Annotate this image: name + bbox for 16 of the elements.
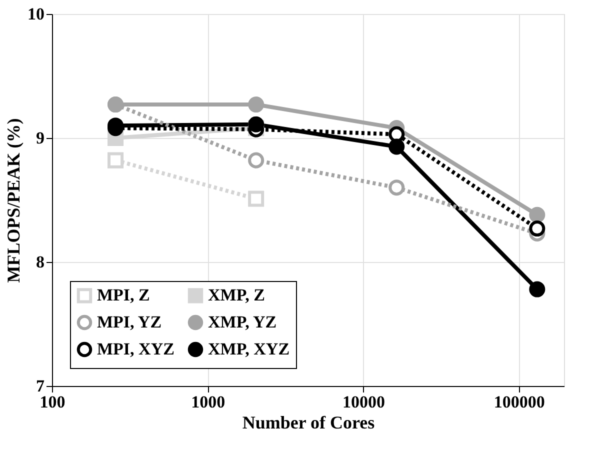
y-tick-label: 10 <box>28 4 44 24</box>
y-tick-label: 7 <box>36 376 45 396</box>
x-axis-title: Number of Cores <box>242 412 375 432</box>
y-tick-label: 9 <box>36 128 44 148</box>
legend-label: XMP, YZ <box>208 312 277 332</box>
x-tick-label: 100 <box>40 392 66 412</box>
legend-label: MPI, YZ <box>97 312 162 332</box>
legend-label: XMP, XYZ <box>208 340 290 358</box>
legend-label: XMP, Z <box>208 286 265 305</box>
x-tick-label: 100000 <box>494 392 545 412</box>
legend-label: MPI, XYZ <box>97 340 174 358</box>
legend-label: MPI, Z <box>97 286 150 305</box>
y-tick-label: 8 <box>36 252 44 272</box>
x-tick-label: 1000 <box>191 392 226 412</box>
y-axis-title: MFLOPS/PEAK (%) <box>4 118 24 283</box>
x-tick-label: 10000 <box>342 392 385 412</box>
